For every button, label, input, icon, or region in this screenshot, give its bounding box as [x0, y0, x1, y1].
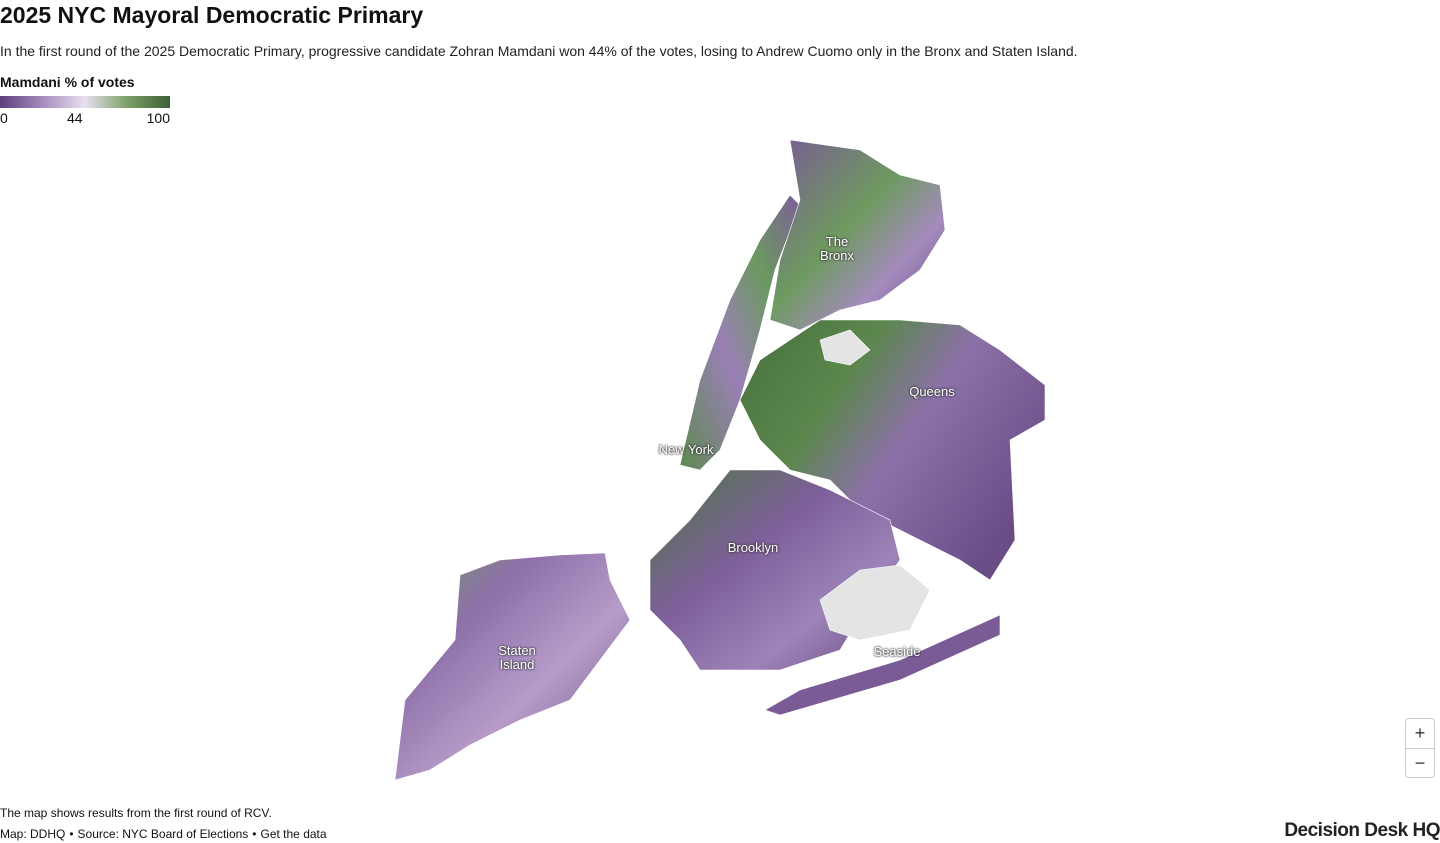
map-label: Staten Island	[498, 643, 536, 672]
map-label: The Bronx	[820, 234, 854, 263]
queens	[739, 319, 1046, 581]
data-link[interactable]: Get the data	[260, 827, 327, 841]
separator: •	[69, 827, 74, 841]
title: 2025 NYC Mayoral Democratic Primary	[0, 2, 424, 28]
staten-island	[394, 552, 631, 781]
rockaway	[764, 614, 1001, 716]
map-label: New York	[658, 442, 714, 457]
bronx	[769, 139, 946, 331]
boroughs	[394, 139, 1046, 781]
zoom-in[interactable]: +	[1414, 723, 1426, 743]
separator: •	[252, 827, 257, 841]
map-label: Queens	[909, 384, 955, 399]
legend-tick-label: 0	[0, 110, 8, 126]
map[interactable]	[0, 120, 1440, 800]
legend-tick-label: 100	[146, 110, 170, 126]
jamaica-bay	[819, 564, 931, 641]
credit: Source: NYC Board of Elections	[77, 827, 249, 841]
map-label: Brooklyn	[727, 540, 779, 555]
logo: Decision Desk HQ	[1284, 820, 1440, 841]
map-label: Seaside	[873, 644, 921, 659]
legend-title: Mamdani % of votes	[0, 74, 135, 90]
zoom-out[interactable]: −	[1406, 748, 1434, 778]
zoom-control: + −	[1405, 718, 1435, 778]
credit: Map: DDHQ	[0, 827, 66, 841]
east-river-park	[819, 329, 871, 366]
credits: Map: DDHQ • Source: NYC Board of Elections…	[0, 827, 331, 841]
legend-tick-label: 44	[67, 110, 83, 126]
subtitle: In the first round of the 2025 Democrati…	[0, 43, 1078, 59]
footnote: The map shows results from the first rou…	[0, 806, 272, 820]
legend-bar	[0, 96, 170, 108]
